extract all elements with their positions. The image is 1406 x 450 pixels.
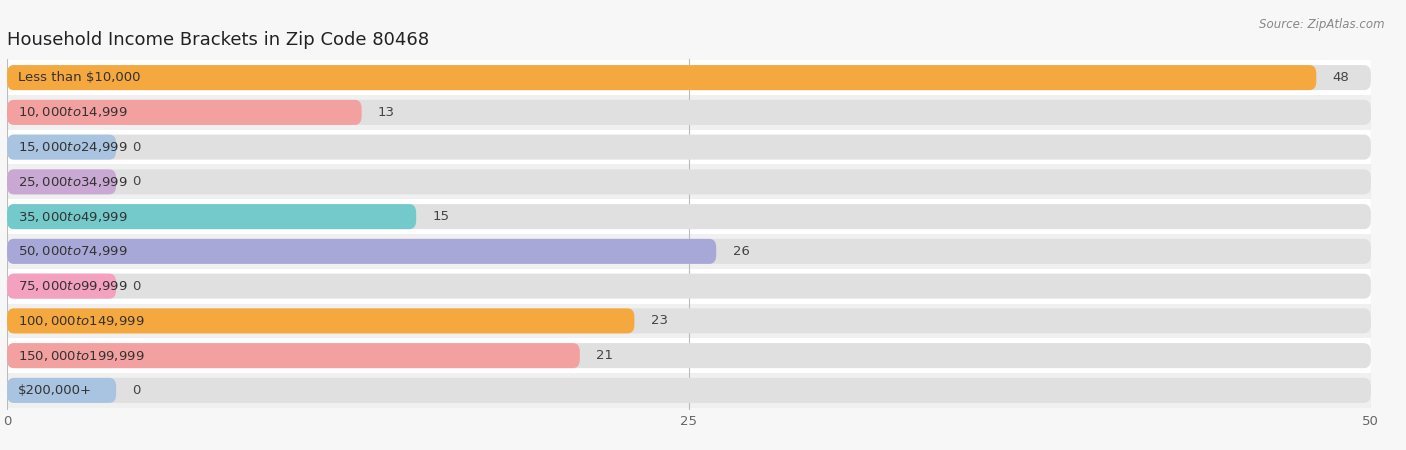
FancyBboxPatch shape xyxy=(7,239,716,264)
FancyBboxPatch shape xyxy=(7,308,1371,333)
FancyBboxPatch shape xyxy=(7,65,1316,90)
Bar xyxy=(7,338,1371,373)
Bar xyxy=(7,130,1371,165)
Text: $200,000+: $200,000+ xyxy=(18,384,91,397)
Text: $25,000 to $34,999: $25,000 to $34,999 xyxy=(18,175,128,189)
Text: 0: 0 xyxy=(132,140,141,153)
Text: 23: 23 xyxy=(651,315,668,328)
Text: Source: ZipAtlas.com: Source: ZipAtlas.com xyxy=(1260,18,1385,31)
Text: $75,000 to $99,999: $75,000 to $99,999 xyxy=(18,279,128,293)
FancyBboxPatch shape xyxy=(7,343,1371,368)
FancyBboxPatch shape xyxy=(7,274,117,299)
Text: 13: 13 xyxy=(378,106,395,119)
Text: $100,000 to $149,999: $100,000 to $149,999 xyxy=(18,314,145,328)
Text: 0: 0 xyxy=(132,176,141,189)
FancyBboxPatch shape xyxy=(7,378,1371,403)
Text: $10,000 to $14,999: $10,000 to $14,999 xyxy=(18,105,128,119)
Text: 15: 15 xyxy=(433,210,450,223)
Bar xyxy=(7,95,1371,130)
Bar xyxy=(7,60,1371,95)
FancyBboxPatch shape xyxy=(7,100,361,125)
Text: 48: 48 xyxy=(1333,71,1350,84)
Text: $35,000 to $49,999: $35,000 to $49,999 xyxy=(18,210,128,224)
FancyBboxPatch shape xyxy=(7,65,1371,90)
Text: $50,000 to $74,999: $50,000 to $74,999 xyxy=(18,244,128,258)
Text: 0: 0 xyxy=(132,384,141,397)
Bar xyxy=(7,303,1371,338)
FancyBboxPatch shape xyxy=(7,204,416,229)
FancyBboxPatch shape xyxy=(7,100,1371,125)
Text: 0: 0 xyxy=(132,279,141,292)
Bar xyxy=(7,373,1371,408)
FancyBboxPatch shape xyxy=(7,378,117,403)
Text: $150,000 to $199,999: $150,000 to $199,999 xyxy=(18,349,145,363)
FancyBboxPatch shape xyxy=(7,239,1371,264)
Text: 26: 26 xyxy=(733,245,749,258)
FancyBboxPatch shape xyxy=(7,274,1371,299)
Text: $15,000 to $24,999: $15,000 to $24,999 xyxy=(18,140,128,154)
FancyBboxPatch shape xyxy=(7,169,1371,194)
FancyBboxPatch shape xyxy=(7,135,117,160)
FancyBboxPatch shape xyxy=(7,135,1371,160)
FancyBboxPatch shape xyxy=(7,308,634,333)
Text: 21: 21 xyxy=(596,349,613,362)
FancyBboxPatch shape xyxy=(7,204,1371,229)
FancyBboxPatch shape xyxy=(7,343,579,368)
FancyBboxPatch shape xyxy=(7,169,117,194)
Text: Less than $10,000: Less than $10,000 xyxy=(18,71,141,84)
Bar xyxy=(7,269,1371,303)
Bar xyxy=(7,234,1371,269)
Bar xyxy=(7,199,1371,234)
Bar xyxy=(7,165,1371,199)
Text: Household Income Brackets in Zip Code 80468: Household Income Brackets in Zip Code 80… xyxy=(7,31,429,49)
